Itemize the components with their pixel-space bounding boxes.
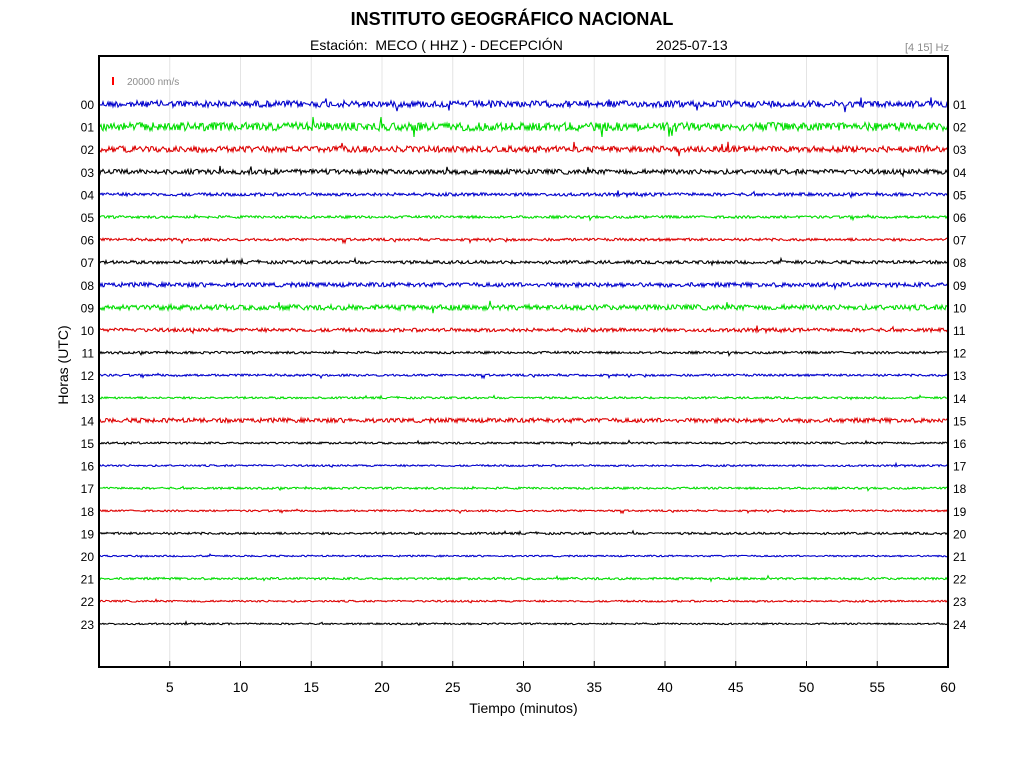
hour-label-left: 18: [81, 505, 95, 519]
trace-hour-17: [98, 485, 949, 492]
hour-label-left: 11: [82, 347, 95, 361]
hour-label-left: 12: [81, 369, 95, 383]
trace-hour-22: [98, 598, 949, 604]
station-subtitle: Estación: MECO ( HHZ ) - DECEPCIÓN: [310, 37, 563, 53]
hour-label-right: 16: [953, 437, 967, 451]
hour-label-left: 06: [81, 234, 95, 248]
trace-hour-11: [98, 349, 949, 357]
x-tick-label: 25: [445, 679, 461, 695]
hour-label-right: 06: [953, 211, 967, 225]
trace-hour-20: [98, 553, 949, 559]
x-tick-label: 5: [166, 679, 174, 695]
trace-hour-03: [98, 165, 949, 178]
x-tick-label: 35: [586, 679, 602, 695]
x-tick-label: 45: [728, 679, 744, 695]
seismic-traces: [98, 97, 949, 627]
hour-label-right: 05: [953, 188, 967, 202]
trace-hour-19: [98, 529, 949, 536]
trace-hour-09: [98, 300, 949, 314]
hour-label-left: 08: [81, 279, 95, 293]
hour-label-right: 23: [953, 595, 967, 609]
hour-label-left: 01: [81, 121, 95, 135]
scale-bar: [112, 77, 114, 85]
y-axis-label: Horas (UTC): [55, 325, 71, 405]
hour-labels: 00 01 01 02 02 03 03 04 04 05 05 06 06 07 07 08 08 09 09 10…: [81, 98, 967, 632]
hour-label-left: 19: [81, 527, 95, 541]
trace-hour-07: [98, 256, 949, 267]
hour-label-right: 24: [953, 618, 967, 632]
x-axis-ticks: 5 10 15 20 25 30 35 40 45 50 55 60: [166, 661, 956, 695]
trace-hour-01: [99, 116, 949, 138]
hour-label-left: 20: [81, 550, 95, 564]
hour-label-right: 03: [953, 143, 967, 157]
trace-hour-14: [98, 416, 949, 425]
x-tick-label: 40: [657, 679, 673, 695]
x-axis-label: Tiempo (minutos): [469, 700, 578, 716]
trace-hour-18: [98, 508, 949, 515]
hour-label-left: 15: [81, 437, 95, 451]
hour-label-left: 23: [81, 618, 95, 632]
x-tick-label: 30: [516, 679, 532, 695]
scale-bar-label: 20000 nm/s: [127, 77, 179, 88]
hour-label-right: 18: [953, 482, 967, 496]
trace-hour-10: [98, 325, 949, 335]
chart-title: INSTITUTO GEOGRÁFICO NACIONAL: [350, 9, 674, 29]
date-subtitle: 2025-07-13: [656, 37, 728, 53]
hour-label-left: 03: [81, 166, 95, 180]
hour-label-right: 08: [953, 256, 967, 270]
trace-hour-15: [98, 439, 949, 447]
trace-hour-16: [98, 461, 949, 469]
trace-hour-13: [98, 394, 948, 401]
trace-hour-21: [98, 574, 949, 583]
x-tick-label: 10: [233, 679, 249, 695]
hour-label-right: 15: [953, 414, 967, 428]
hour-label-left: 02: [81, 143, 95, 157]
trace-hour-12: [98, 372, 949, 380]
trace-hour-05: [98, 213, 949, 222]
hour-label-right: 09: [953, 279, 967, 293]
hour-label-right: 07: [953, 234, 967, 248]
hour-label-left: 14: [81, 414, 95, 428]
hour-label-left: 04: [81, 188, 95, 202]
trace-hour-00: [98, 97, 949, 113]
x-tick-label: 15: [303, 679, 319, 695]
hour-label-left: 09: [81, 301, 95, 315]
hour-label-right: 04: [953, 166, 967, 180]
hour-label-right: 11: [953, 324, 966, 338]
trace-hour-06: [98, 236, 949, 245]
hour-label-left: 17: [81, 482, 95, 496]
hour-label-right: 21: [953, 550, 967, 564]
x-tick-label: 20: [374, 679, 390, 695]
hour-label-left: 00: [81, 98, 95, 112]
x-tick-label: 55: [869, 679, 885, 695]
hour-label-right: 13: [953, 369, 967, 383]
hour-label-right: 14: [953, 392, 967, 406]
hour-label-right: 12: [953, 347, 967, 361]
hour-label-right: 10: [953, 301, 967, 315]
hour-label-right: 01: [953, 98, 967, 112]
hour-label-left: 16: [81, 460, 95, 474]
scale-bar-legend: 20000 nm/s: [112, 77, 179, 88]
grid-lines: [169, 56, 878, 667]
hour-label-right: 19: [953, 505, 967, 519]
trace-hour-23: [98, 620, 949, 627]
hour-label-right: 22: [953, 573, 967, 587]
trace-hour-02: [98, 141, 949, 157]
x-tick-label: 50: [799, 679, 815, 695]
hour-label-left: 21: [81, 573, 95, 587]
hour-label-left: 05: [81, 211, 95, 225]
x-tick-label: 60: [940, 679, 956, 695]
trace-hour-08: [98, 280, 948, 291]
hour-label-left: 07: [81, 256, 95, 270]
hour-label-right: 02: [953, 121, 967, 135]
hour-label-left: 13: [81, 392, 95, 406]
trace-hour-04: [98, 190, 949, 199]
hour-label-left: 22: [81, 595, 95, 609]
hour-label-left: 10: [81, 324, 95, 338]
hour-label-right: 17: [953, 460, 967, 474]
filter-band-note: [4 15] Hz: [904, 42, 949, 54]
hour-label-right: 20: [953, 527, 967, 541]
